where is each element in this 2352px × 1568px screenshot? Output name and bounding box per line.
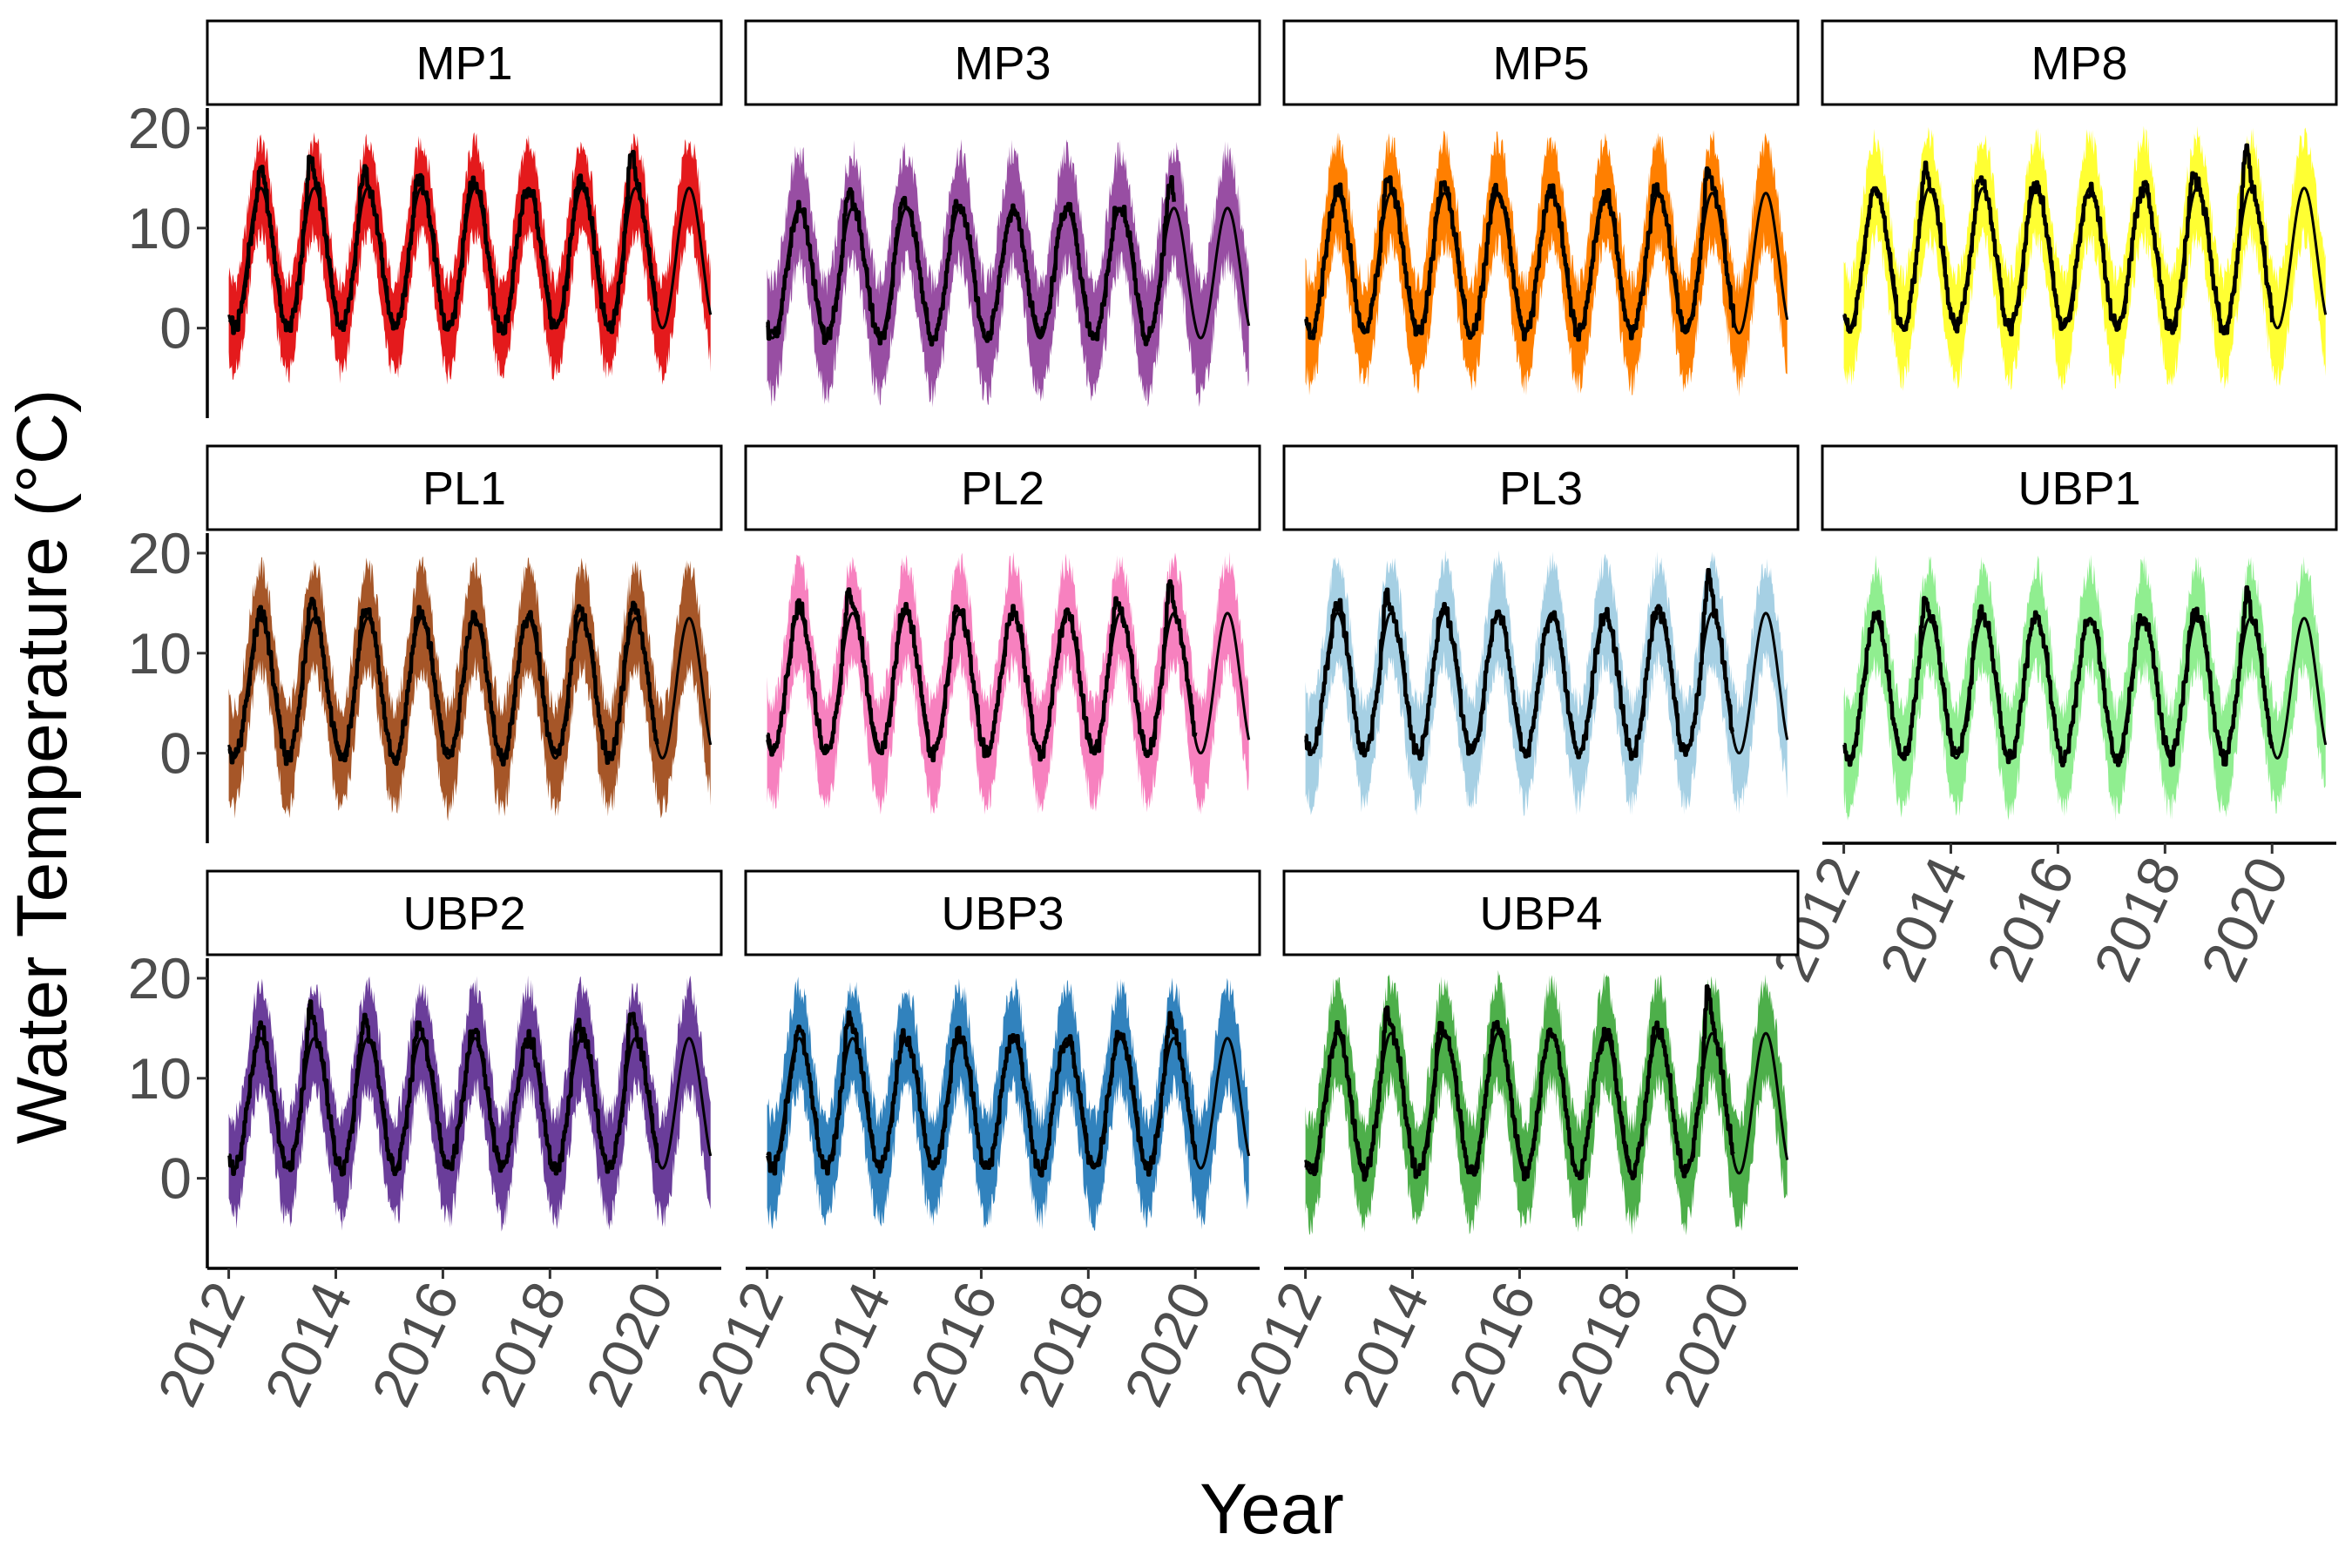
observed-line-mp8 [1842, 143, 2274, 337]
prediction-band-pl2 [767, 551, 1249, 815]
facet-pl3: PL3 [1282, 444, 1800, 817]
facet-title-pl2: PL2 [961, 463, 1044, 515]
facet-title-mp3: MP3 [954, 37, 1051, 90]
facet-strip-ubp1 [1821, 444, 2338, 531]
y-tick-label-pl1-0: 0 [159, 721, 192, 786]
facet-mp1: MP1 0 10 20 [128, 19, 723, 418]
facet-title-ubp2: UBP2 [402, 888, 525, 940]
y-tick-label-mp1-0: 0 [159, 296, 192, 361]
facet-strip-mp3 [744, 19, 1261, 106]
facet-title-ubp1: UBP1 [2017, 463, 2140, 515]
facet-strip-mp5 [1282, 19, 1800, 106]
facet-strip-mp1 [206, 19, 723, 106]
facet-title-mp5: MP5 [1492, 37, 1589, 90]
facet-pl2: PL2 [744, 444, 1261, 815]
observed-line-pl2 [765, 579, 1198, 763]
facet-title-ubp4: UBP4 [1479, 888, 1602, 940]
prediction-band-mp8 [1843, 125, 2326, 391]
facet-mp5: MP5 [1282, 19, 1800, 397]
y-tick-label-pl1-20: 20 [128, 521, 192, 585]
y-tick-label-mp1-10: 10 [128, 196, 192, 260]
facet-title-mp8: MP8 [2031, 37, 2127, 90]
facet-title-ubp3: UBP3 [941, 888, 1064, 940]
prediction-band-pl1 [228, 556, 711, 821]
observed-line-mp1 [226, 149, 659, 336]
facet-strip-mp8 [1821, 19, 2338, 106]
observed-line-mp3 [765, 174, 1176, 347]
prediction-band-ubp4 [1305, 970, 1788, 1236]
y-tick-label-mp1-20: 20 [128, 96, 192, 160]
prediction-band-ubp2 [228, 975, 711, 1232]
facet-mp3: MP3 [744, 19, 1261, 408]
prediction-band-ubp3 [767, 977, 1249, 1231]
prediction-band-ubp1 [1843, 554, 2326, 821]
facet-mp8: MP8 [1821, 19, 2338, 391]
observed-line-ubp4 [1303, 983, 1735, 1182]
facet-strip-pl2 [744, 444, 1261, 531]
prediction-band-mp5 [1305, 130, 1788, 397]
prediction-band-mp3 [767, 139, 1249, 408]
y-tick-label-pl1-10: 10 [128, 621, 192, 686]
observed-line-ubp1 [1842, 585, 2274, 767]
facet-strip-pl3 [1282, 444, 1800, 531]
facet-strip-pl1 [206, 444, 723, 531]
prediction-band-pl3 [1305, 550, 1788, 817]
facet-title-pl3: PL3 [1499, 463, 1583, 515]
observed-line-pl1 [226, 597, 659, 767]
y-tick-label-ubp2-0: 0 [159, 1146, 192, 1211]
facet-strip-ubp2 [206, 869, 723, 956]
x-axis-title: Year [1200, 1470, 1344, 1549]
observed-line-mp5 [1303, 166, 1736, 342]
prediction-band-mp1 [228, 132, 711, 385]
y-tick-label-ubp2-10: 10 [128, 1046, 192, 1111]
facet-title-mp1: MP1 [416, 37, 512, 90]
observed-line-ubp2 [226, 999, 659, 1177]
facet-pl1: PL1 0 10 20 [128, 444, 723, 843]
facet-title-pl1: PL1 [422, 463, 506, 515]
facet-strip-ubp3 [744, 869, 1261, 956]
y-tick-label-ubp2-20: 20 [128, 946, 192, 1010]
y-axis-title: Water Temperature (°C) [3, 389, 82, 1145]
observed-line-pl3 [1303, 568, 1735, 761]
facet-strip-ubp4 [1282, 869, 1800, 956]
observed-line-ubp3 [765, 1010, 1198, 1178]
